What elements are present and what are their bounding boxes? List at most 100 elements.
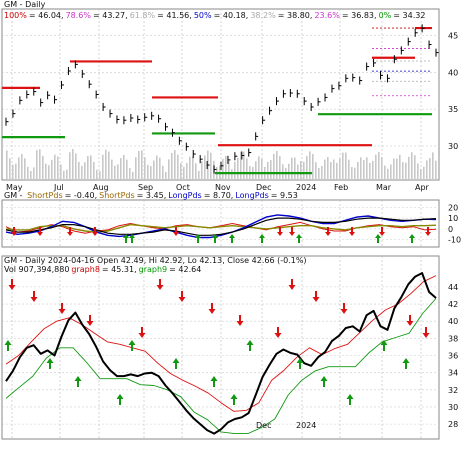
volume-bar: [225, 156, 227, 180]
buy-arrow: [346, 394, 354, 405]
stops-legend: Vol 907,394,880 graph8 = 45.31, graph9 = 42.…: [4, 265, 201, 274]
volume-bar: [132, 171, 134, 180]
oscillator-y-axis: -10 0 10 20: [448, 203, 461, 244]
osc-tick-label: 10: [448, 214, 458, 223]
volume-bar: [87, 156, 89, 180]
volume-bar: [129, 167, 131, 180]
volume-bar: [360, 157, 362, 180]
sell-arrow: [289, 227, 295, 236]
volume-bar: [324, 159, 326, 180]
buy-arrow: [116, 394, 124, 405]
month-tick-label: May: [6, 183, 23, 192]
legend-item: = 38.80,: [278, 11, 313, 20]
volume-bar: [426, 160, 428, 180]
volume-bar: [270, 160, 272, 180]
oscillator-line: [5, 217, 437, 236]
volume-bar: [333, 159, 335, 180]
volume-bar: [45, 163, 47, 180]
legend-item: = 42.64: [169, 265, 201, 274]
sell-arrow: [173, 227, 179, 236]
legend-item: 38.2%: [250, 11, 276, 20]
volume-bar: [192, 156, 194, 180]
volume-bar: [435, 160, 437, 180]
volume-bar: [429, 158, 431, 180]
volume-bar: [195, 163, 197, 180]
volume-bar: [93, 161, 95, 180]
volume-bar: [108, 151, 110, 180]
stops-grid: [2, 256, 439, 439]
buy-arrow: [320, 376, 328, 387]
month-tick-label: Mar: [376, 183, 392, 192]
buy-arrow: [296, 358, 304, 369]
legend-item: graph8: [71, 265, 100, 274]
volume-bar: [168, 159, 170, 180]
oscillator-panel-frame: [1, 199, 440, 248]
stops-lines: [5, 272, 437, 435]
volume-bar: [204, 155, 206, 180]
sell-arrow: [274, 327, 282, 338]
date-x-axis: May Jul Aug Sep Oct Nov Dec 2024 Feb Mar Apr: [6, 183, 430, 192]
volume-bar: [393, 158, 395, 180]
volume-bar: [402, 162, 404, 180]
volume-bar: [420, 168, 422, 180]
legend-item: 78.6%: [66, 11, 92, 20]
volume-bar: [222, 158, 224, 180]
legend-item: = 46.04,: [29, 11, 64, 20]
volume-bar: [396, 158, 398, 180]
legend-item: = 43.27,: [93, 11, 128, 20]
oscillator-line: [5, 214, 437, 239]
volume-bar: [231, 169, 233, 180]
oscillator-legend: GM - ShortPds = -0.40, ShortPds = 3.45, Long…: [4, 191, 298, 200]
osc-tick-label: -10: [448, 236, 461, 245]
buy-arrow: [229, 234, 235, 243]
price-y-axis: 30 35 40 45: [448, 32, 458, 151]
volume-bar: [378, 152, 380, 180]
buy-arrow: [375, 234, 381, 243]
month-tick-label: Apr: [415, 183, 430, 192]
volume-bar: [312, 153, 314, 180]
legend-item: = 3.45,: [137, 191, 167, 200]
volume-bar: [156, 155, 158, 180]
volume-bar: [138, 151, 140, 180]
volume-bar: [21, 154, 23, 180]
volume-bar: [180, 163, 182, 180]
oscillator-line: [5, 223, 437, 233]
legend-item: 50%: [194, 11, 212, 20]
buy-arrow: [402, 358, 410, 369]
buy-arrow: [230, 394, 238, 405]
sell-arrow: [422, 327, 430, 338]
buy-arrow: [123, 234, 129, 243]
price-bars: [5, 24, 439, 174]
stops-y-axis: 28 30 32 34 36 38 40 42 44: [448, 283, 458, 429]
legend-item: graph9: [139, 265, 168, 274]
buy-arrow: [409, 234, 415, 243]
volume-bar: [339, 158, 341, 180]
volume-bar: [309, 151, 311, 180]
volume-bar: [315, 162, 317, 180]
volume-bar: [354, 167, 356, 180]
buy-arrow: [128, 340, 136, 351]
price-panel-title: GM - Daily: [4, 0, 46, 9]
volume-bar: [405, 162, 407, 180]
stops-tick-label: 34: [448, 369, 458, 378]
volume-bar: [120, 158, 122, 180]
volume-bar: [54, 154, 56, 180]
volume-bar: [432, 152, 434, 180]
volume-bar: [159, 157, 161, 180]
volume-bar: [234, 161, 236, 180]
volume-bar: [186, 163, 188, 180]
volume-bar: [408, 156, 410, 180]
sell-arrow: [58, 303, 66, 314]
volume-bar: [318, 167, 320, 180]
month-tick-label: 2024: [296, 183, 316, 192]
sell-arrow: [8, 279, 16, 290]
legend-item: = -0.40,: [65, 191, 98, 200]
volume-bar: [291, 157, 293, 180]
buy-arrow: [74, 376, 82, 387]
sell-arrow: [277, 227, 283, 236]
legend-item: ShortPds: [27, 191, 63, 200]
volume-bar: [27, 166, 29, 180]
volume-bar: [48, 165, 50, 180]
